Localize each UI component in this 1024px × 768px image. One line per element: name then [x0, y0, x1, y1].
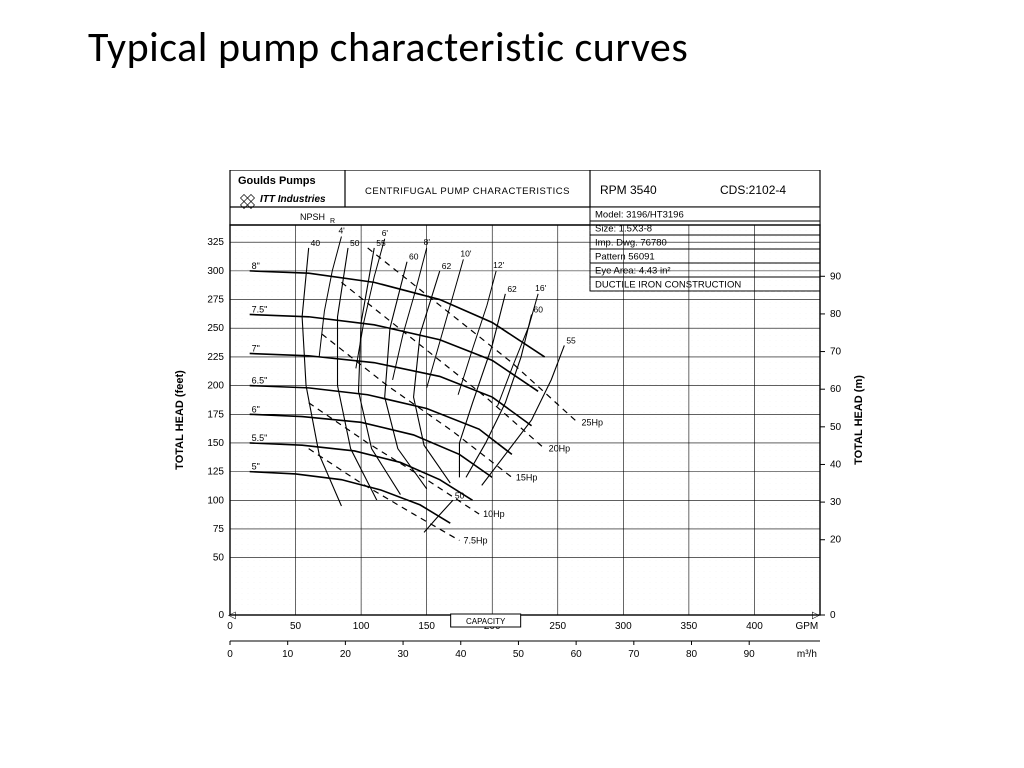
svg-text:90: 90	[744, 649, 756, 660]
svg-text:325: 325	[207, 237, 224, 248]
svg-text:5": 5"	[252, 462, 260, 472]
svg-text:150: 150	[207, 438, 224, 449]
svg-text:TOTAL HEAD (m): TOTAL HEAD (m)	[853, 375, 865, 465]
svg-text:TOTAL HEAD (feet): TOTAL HEAD (feet)	[174, 370, 186, 470]
svg-text:ITT Industries: ITT Industries	[260, 194, 326, 205]
svg-text:62: 62	[507, 284, 517, 294]
svg-text:0: 0	[218, 610, 224, 621]
svg-text:Pattern 56091: Pattern 56091	[595, 252, 655, 263]
svg-text:70: 70	[628, 649, 640, 660]
svg-text:Model: 3196/HT3196: Model: 3196/HT3196	[595, 210, 684, 221]
svg-text:62: 62	[442, 261, 452, 271]
svg-text:250: 250	[207, 323, 224, 334]
svg-text:12': 12'	[493, 260, 504, 270]
svg-text:Imp. Dwg. 76780: Imp. Dwg. 76780	[595, 238, 667, 249]
svg-text:10Hp: 10Hp	[483, 509, 505, 519]
svg-text:40: 40	[830, 459, 842, 470]
svg-text:70: 70	[830, 347, 842, 358]
svg-text:50: 50	[213, 553, 225, 564]
svg-text:0: 0	[227, 621, 233, 632]
svg-text:CENTRIFUGAL PUMP CHARACTERISTI: CENTRIFUGAL PUMP CHARACTERISTICS	[365, 186, 570, 197]
svg-text:150: 150	[418, 621, 435, 632]
svg-text:20: 20	[830, 535, 842, 546]
svg-text:40: 40	[455, 649, 467, 660]
svg-text:7": 7"	[252, 343, 260, 353]
svg-text:6.5": 6.5"	[252, 376, 268, 386]
svg-text:5.5": 5.5"	[252, 433, 268, 443]
svg-text:CAPACITY: CAPACITY	[466, 617, 506, 626]
svg-text:RPM 3540: RPM 3540	[600, 183, 657, 197]
svg-text:100: 100	[207, 495, 224, 506]
svg-text:350: 350	[681, 621, 698, 632]
svg-text:50: 50	[830, 422, 842, 433]
svg-text:20Hp: 20Hp	[549, 444, 571, 454]
svg-text:75: 75	[213, 524, 225, 535]
svg-text:60: 60	[571, 649, 583, 660]
svg-text:50: 50	[290, 621, 302, 632]
svg-text:▷: ▷	[812, 610, 820, 621]
svg-text:6': 6'	[382, 228, 389, 238]
svg-text:50: 50	[350, 238, 360, 248]
svg-text:8': 8'	[424, 237, 431, 247]
svg-text:60: 60	[830, 384, 842, 395]
svg-text:400: 400	[746, 621, 763, 632]
svg-text:6": 6"	[252, 404, 260, 414]
svg-text:300: 300	[615, 621, 632, 632]
svg-text:15Hp: 15Hp	[516, 472, 538, 482]
svg-text:250: 250	[549, 621, 566, 632]
svg-text:80: 80	[686, 649, 698, 660]
svg-text:Goulds Pumps: Goulds Pumps	[238, 175, 316, 187]
svg-text:16': 16'	[535, 283, 546, 293]
svg-text:275: 275	[207, 295, 224, 306]
svg-text:20: 20	[340, 649, 352, 660]
svg-text:R: R	[330, 218, 335, 225]
svg-text:7.5Hp: 7.5Hp	[463, 535, 487, 545]
svg-text:80: 80	[830, 309, 842, 320]
page-title: Typical pump characteristic curves	[88, 22, 688, 73]
svg-text:225: 225	[207, 352, 224, 363]
svg-text:0: 0	[227, 649, 233, 660]
svg-text:NPSH: NPSH	[300, 212, 325, 222]
svg-text:125: 125	[207, 467, 224, 478]
svg-text:175: 175	[207, 409, 224, 420]
svg-text:300: 300	[207, 266, 224, 277]
svg-text:GPM: GPM	[795, 621, 818, 632]
svg-text:30: 30	[830, 497, 842, 508]
svg-text:DUCTILE IRON CONSTRUCTION: DUCTILE IRON CONSTRUCTION	[595, 280, 741, 291]
svg-text:200: 200	[207, 381, 224, 392]
svg-text:100: 100	[353, 621, 370, 632]
pump-chart: Goulds Pumps ITT Industries NPSH R CENTRIFUG…	[165, 170, 865, 680]
svg-text:0: 0	[830, 610, 836, 621]
svg-text:55: 55	[566, 335, 576, 345]
svg-text:40: 40	[311, 238, 321, 248]
svg-text:4': 4'	[338, 225, 345, 235]
svg-text:8": 8"	[252, 261, 260, 271]
svg-text:7.5": 7.5"	[252, 304, 268, 314]
svg-text:◁: ◁	[228, 610, 236, 621]
svg-text:60: 60	[409, 252, 419, 262]
svg-text:30: 30	[398, 649, 410, 660]
svg-text:25Hp: 25Hp	[581, 417, 603, 427]
svg-text:m³/h: m³/h	[797, 649, 817, 660]
svg-text:10': 10'	[460, 248, 471, 258]
svg-text:10: 10	[282, 649, 294, 660]
svg-text:50: 50	[513, 649, 525, 660]
svg-text:CDS:2102-4: CDS:2102-4	[720, 183, 786, 197]
svg-text:90: 90	[830, 271, 842, 282]
